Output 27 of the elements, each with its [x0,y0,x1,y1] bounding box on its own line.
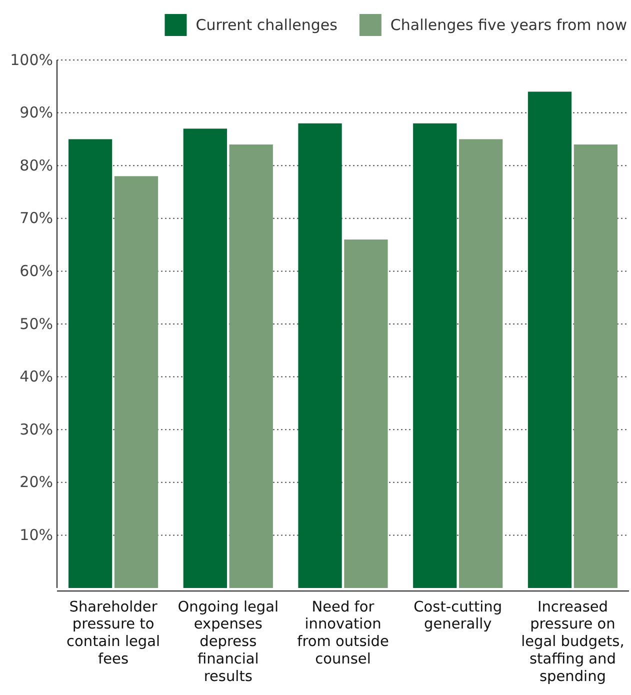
y-tick-label: 90% [20,104,53,122]
bar [114,176,158,588]
bar [68,139,112,588]
y-tick-label: 70% [20,209,53,228]
y-tick-label: 50% [20,314,53,333]
bar [574,144,618,588]
y-tick-label: 30% [20,420,53,438]
y-tick-label: 20% [20,473,53,492]
y-tick-label: 10% [20,526,53,544]
y-tick-label: 60% [20,262,53,280]
x-tick-label: Need for innovation from outside counsel [297,599,389,668]
bar [344,240,388,588]
bar [413,123,457,588]
legend-label: Current challenges [196,16,338,34]
bar [528,92,572,588]
x-tick-label: Ongoing legal expenses depress financial results [178,599,279,685]
x-tick-label: Shareholder pressure to contain legal fees [66,599,160,668]
bar [298,123,342,588]
y-tick-label: 40% [20,368,53,386]
y-tick-label: 80% [20,156,53,174]
bar [229,144,273,588]
y-tick-label: 100% [10,50,53,69]
legend-label: Challenges five years from now [390,16,627,34]
x-tick-label: Increased pressure on legal budgets, staffing and spending [521,599,624,685]
x-tick-label: Cost-cutting generally [414,599,502,633]
bar [183,128,227,588]
bar [459,139,503,588]
